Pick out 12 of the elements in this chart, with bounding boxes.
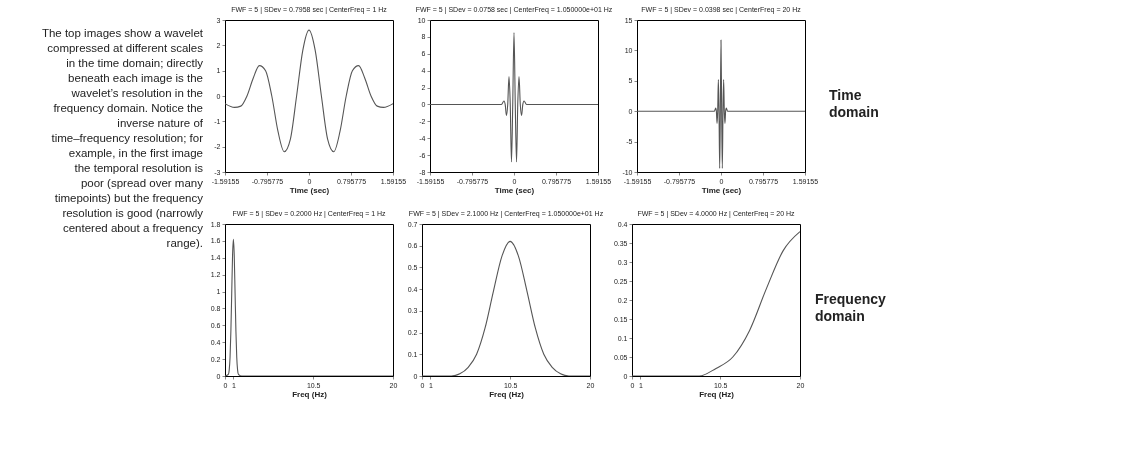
text: Time domain	[829, 87, 879, 120]
x-axis-title: Freq (Hz)	[292, 389, 328, 399]
x-axis-title: Freq (Hz)	[699, 389, 735, 399]
line-series	[430, 32, 598, 163]
x-axis-title: Time (sec)	[701, 185, 742, 195]
text: The top images show a wavelet compressed at different scales in the time domain; directly beneath each image is the wavelet’s resolution in the frequency domain. Notice the inverse nature of time–frequency resolution; for example, in the first image the temporal resolution is poor (spread over many timepoints) but the frequency resolution is good (narrowly centered about a frequency range).	[41, 27, 203, 249]
x-axis-title: Time (sec)	[494, 185, 535, 195]
x-axis-title: Freq (Hz)	[489, 389, 525, 399]
text: Frequency domain	[815, 291, 887, 324]
x-axis-title: Time (sec)	[289, 185, 330, 195]
line-series	[637, 39, 805, 169]
line-series	[225, 29, 393, 153]
